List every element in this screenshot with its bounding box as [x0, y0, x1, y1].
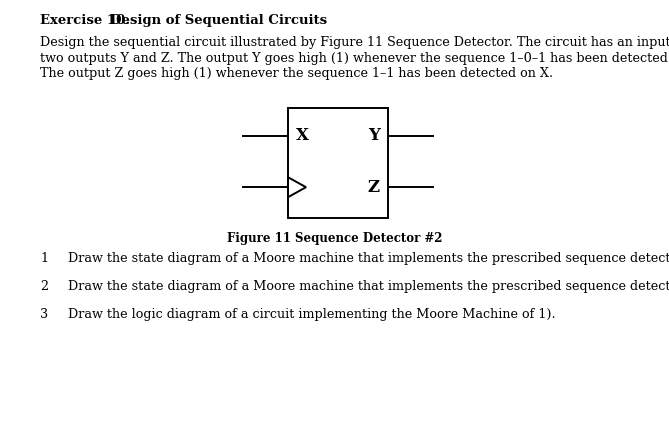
Text: Y: Y: [368, 127, 380, 144]
Text: Design of Sequential Circuits: Design of Sequential Circuits: [110, 14, 327, 27]
Text: Draw the logic diagram of a circuit implementing the Moore Machine of 1).: Draw the logic diagram of a circuit impl…: [68, 308, 556, 321]
Bar: [288, 108, 388, 218]
Text: Draw the state diagram of a Moore machine that implements the prescribed sequenc: Draw the state diagram of a Moore machin…: [68, 280, 669, 293]
Text: 2: 2: [40, 280, 48, 293]
Text: Z: Z: [368, 179, 380, 196]
Text: X: X: [296, 127, 309, 144]
Text: 1: 1: [40, 252, 48, 265]
Text: 3: 3: [40, 308, 48, 321]
Text: Figure 11 Sequence Detector #2: Figure 11 Sequence Detector #2: [227, 232, 442, 245]
Text: The output Z goes high (1) whenever the sequence 1–1 has been detected on X.: The output Z goes high (1) whenever the …: [40, 67, 553, 80]
Text: Exercise 10.: Exercise 10.: [40, 14, 130, 27]
Text: Draw the state diagram of a Moore machine that implements the prescribed sequenc: Draw the state diagram of a Moore machin…: [68, 252, 669, 265]
Text: Design the sequential circuit illustrated by Figure 11 Sequence Detector. The ci: Design the sequential circuit illustrate…: [40, 36, 669, 49]
Text: two outputs Y and Z. The output Y goes high (1) whenever the sequence 1–0–1 has : two outputs Y and Z. The output Y goes h…: [40, 51, 669, 65]
